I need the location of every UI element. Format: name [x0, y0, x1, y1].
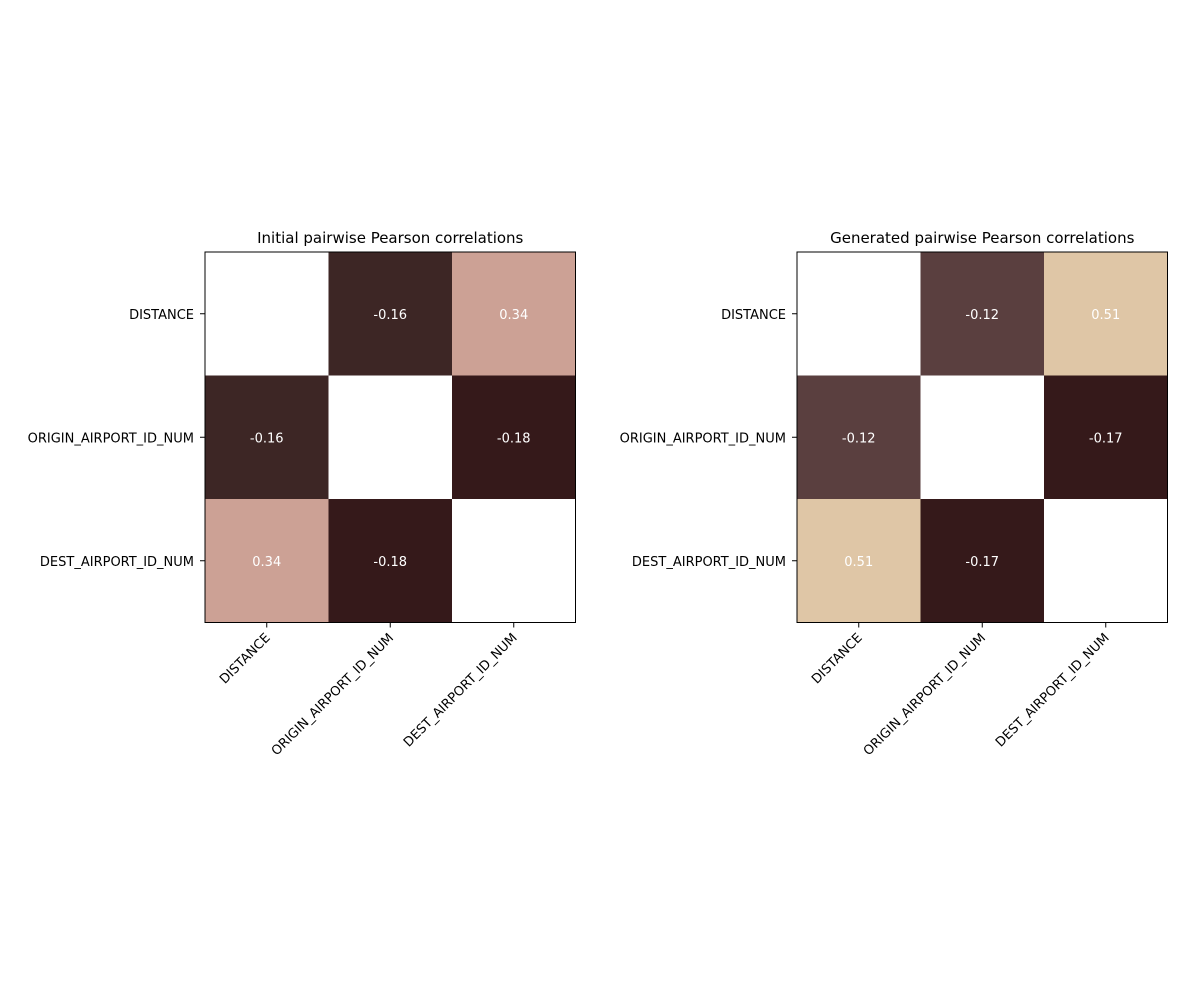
y-tick-label: DEST_AIRPORT_ID_NUM [40, 555, 194, 570]
heatmap-cell [797, 499, 921, 623]
heatmap-cell [452, 375, 576, 499]
x-tick-label: ORIGIN_AIRPORT_ID_NUM [269, 631, 397, 759]
x-tick-label: DEST_AIRPORT_ID_NUM [993, 631, 1113, 751]
heatmap-cell [797, 375, 921, 499]
y-tick-label: ORIGIN_AIRPORT_ID_NUM [620, 431, 786, 446]
heatmap-cell [205, 499, 329, 623]
heatmap-cell [452, 499, 576, 623]
heatmap-generated: Generated pairwise Pearson correlations -… [620, 229, 1168, 759]
cell-value-label: -0.17 [1089, 431, 1123, 446]
heatmap-cell [452, 252, 576, 376]
heatmap-cell [328, 375, 452, 499]
heatmap-cell [920, 375, 1044, 499]
cell-value-label: 0.34 [499, 308, 528, 323]
heatmap-cell [328, 252, 452, 376]
chart-title: Initial pairwise Pearson correlations [257, 229, 523, 247]
heatmap-cell [205, 375, 329, 499]
cell-value-label: -0.18 [373, 555, 407, 570]
y-tick-label: DISTANCE [129, 308, 194, 323]
cell-value-label: 0.51 [1091, 308, 1120, 323]
cell-value-label: -0.16 [373, 308, 407, 323]
heatmap-cell [1044, 499, 1168, 623]
y-tick-label: DEST_AIRPORT_ID_NUM [632, 555, 786, 570]
cell-value-label: 0.34 [252, 555, 281, 570]
cell-value-label: -0.16 [250, 431, 284, 446]
cell-value-label: -0.17 [965, 555, 999, 570]
cell-value-label: -0.12 [842, 431, 876, 446]
y-tick-label: DISTANCE [721, 308, 786, 323]
x-tick-label: DEST_AIRPORT_ID_NUM [401, 631, 521, 751]
chart-title: Generated pairwise Pearson correlations [830, 229, 1134, 247]
cell-value-label: 0.51 [844, 555, 873, 570]
y-tick-label: ORIGIN_AIRPORT_ID_NUM [28, 431, 194, 446]
heatmap-cell [205, 252, 329, 376]
heatmap-cell [797, 252, 921, 376]
heatmap-cell [1044, 252, 1168, 376]
heatmap-cell [920, 252, 1044, 376]
x-tick-label: DISTANCE [217, 631, 274, 688]
heatmap-cell [920, 499, 1044, 623]
x-tick-label: ORIGIN_AIRPORT_ID_NUM [861, 631, 989, 759]
cell-value-label: -0.18 [497, 431, 531, 446]
heatmap-initial: Initial pairwise Pearson correlations -0.… [28, 229, 576, 759]
x-tick-label: DISTANCE [809, 631, 866, 688]
cell-value-label: -0.12 [965, 308, 999, 323]
heatmap-cell [328, 499, 452, 623]
heatmap-cell [1044, 375, 1168, 499]
